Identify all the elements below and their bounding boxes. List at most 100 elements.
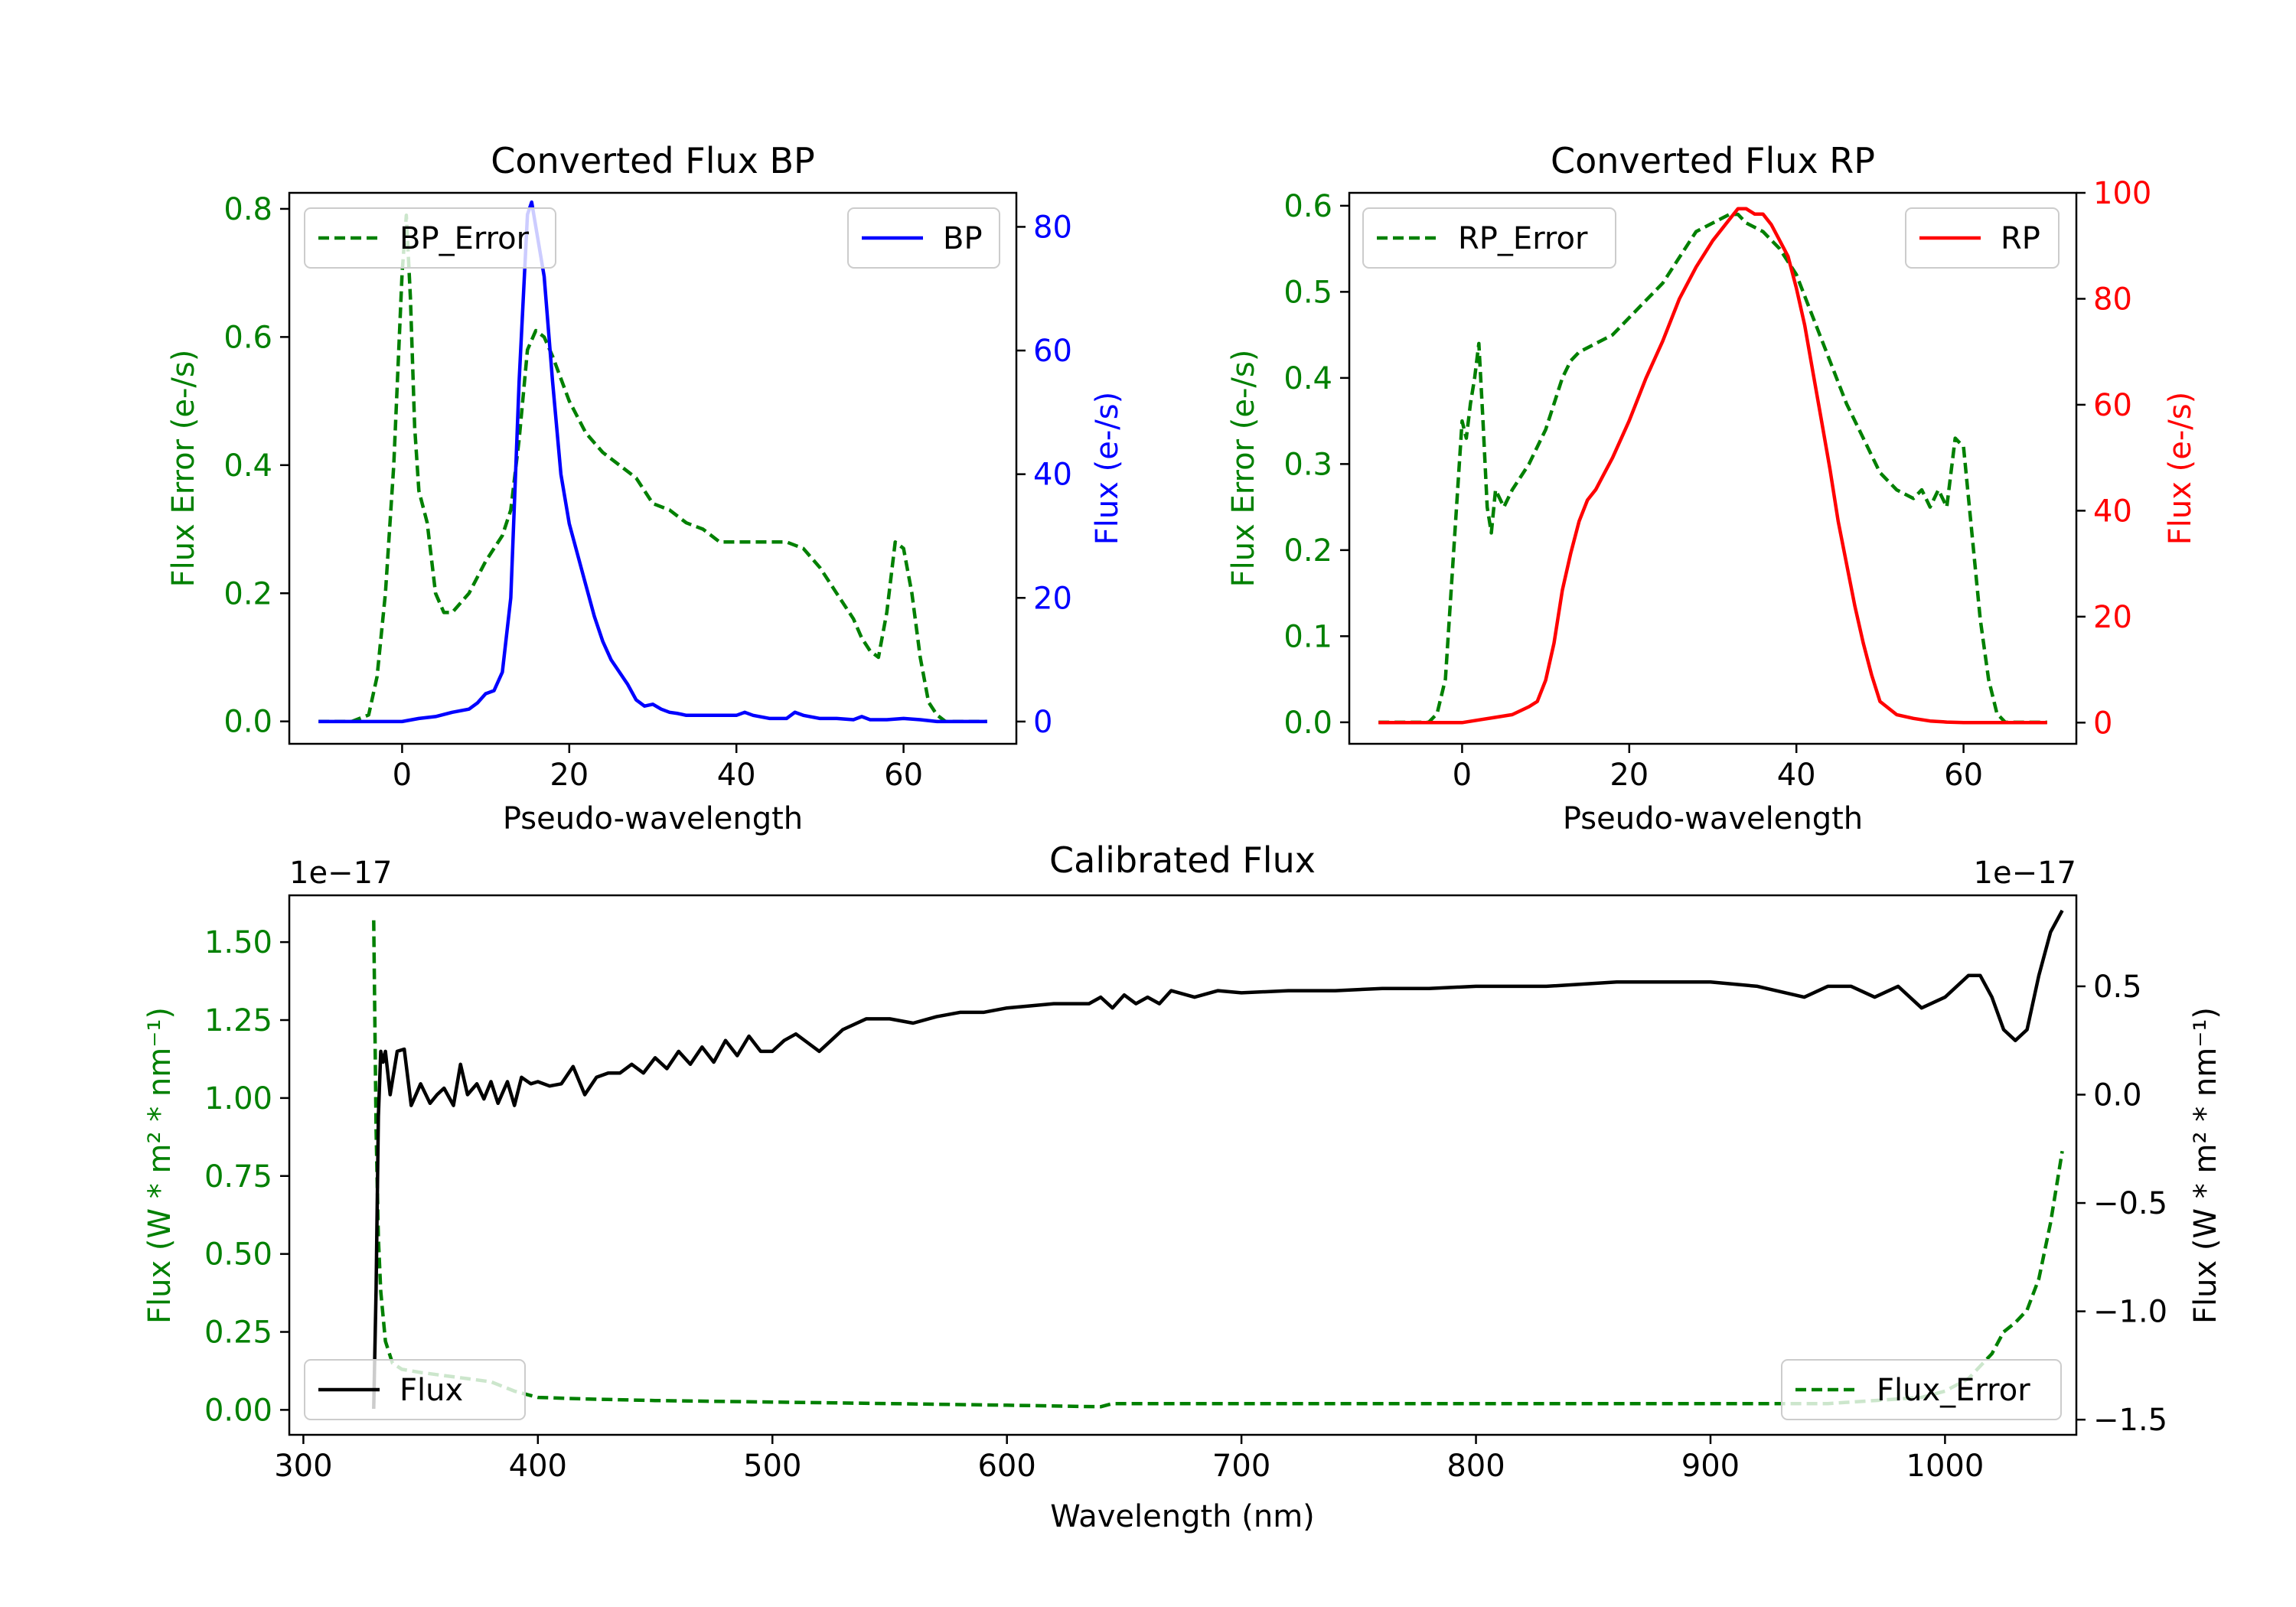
calibrated-ylabel-right: Flux (W * m² * nm⁻¹) [2188, 1007, 2223, 1324]
rp-ylabel-right: Flux (e-/s) [2163, 392, 2198, 545]
rp-ytick-right-label: 80 [2093, 282, 2132, 317]
calibrated-yticks-right: −1.5 −1.0 −0.5 0.0 0.5 [2076, 970, 2167, 1438]
bp-ytick-right-label: 40 [1033, 458, 1072, 493]
bp-series-bp-error [318, 214, 987, 723]
bp-legend-flux-label: BP [943, 221, 983, 256]
bp-ytick-right-label: 0 [1033, 705, 1052, 740]
bp-xticks: 0 20 40 60 [393, 744, 923, 793]
bp-ytick-right-label: 60 [1033, 334, 1072, 369]
bp-legend-error: BP_Error [304, 207, 556, 269]
rp-ytick-right-label: 100 [2093, 176, 2151, 211]
rp-legend-error-label: RP_Error [1458, 221, 1588, 256]
bp-panel: Converted Flux BP Pseudo-wavelength Flux… [166, 140, 1125, 836]
calibrated-title: Calibrated Flux [1049, 839, 1316, 881]
calibrated-ytick-right-label: 0.0 [2093, 1077, 2142, 1113]
bp-ylabel-right: Flux (e-/s) [1090, 392, 1125, 545]
calibrated-xtick-label: 700 [1212, 1449, 1270, 1484]
rp-ytick-right-label: 0 [2093, 706, 2112, 741]
calibrated-xlabel: Wavelength (nm) [1050, 1499, 1315, 1534]
rp-legend-error: RP_Error [1362, 207, 1616, 269]
bp-ytick-left-label: 0.2 [223, 576, 272, 611]
rp-ytick-left-label: 0.1 [1283, 619, 1332, 654]
bp-xtick-label: 60 [884, 758, 923, 793]
rp-ytick-right-label: 60 [2093, 388, 2132, 423]
calibrated-xtick-label: 800 [1446, 1449, 1505, 1484]
calibrated-ytick-left-label: 1.50 [204, 925, 272, 960]
rp-ytick-left-label: 0.0 [1283, 706, 1332, 741]
bp-ytick-left-label: 0.6 [223, 320, 272, 355]
calibrated-series-flux [372, 909, 2064, 1410]
rp-frame [1348, 191, 2078, 745]
rp-ytick-left-label: 0.5 [1283, 275, 1332, 310]
calibrated-ytick-left-label: 1.25 [204, 1003, 272, 1038]
calibrated-legend-error: Flux_Error [1781, 1359, 2062, 1420]
calibrated-ylabel-left: Flux (W * m² * nm⁻¹) [142, 1007, 178, 1324]
calibrated-panel: Calibrated Flux 1e−17 1e−17 Wavelength (… [142, 839, 2223, 1534]
rp-title: Converted Flux RP [1551, 140, 1875, 181]
calibrated-offset-left: 1e−17 [289, 856, 392, 891]
calibrated-ytick-right-label: −0.5 [2093, 1186, 2167, 1221]
rp-series [1378, 207, 2047, 725]
bp-ytick-left-label: 0.4 [223, 448, 272, 484]
bp-xtick-label: 40 [717, 758, 756, 793]
bp-title: Converted Flux BP [491, 140, 815, 181]
rp-ytick-left-label: 0.3 [1283, 447, 1332, 482]
bp-frame [288, 191, 1018, 745]
calibrated-xticks: 300 400 500 600 700 800 900 1000 [274, 1435, 1984, 1484]
bp-xtick-label: 20 [550, 758, 589, 793]
calibrated-xtick-label: 600 [977, 1449, 1035, 1484]
calibrated-ytick-right-label: −1.5 [2093, 1403, 2167, 1438]
rp-xtick-label: 0 [1453, 758, 1472, 793]
rp-ytick-right-label: 20 [2093, 600, 2132, 635]
bp-xtick-label: 0 [393, 758, 412, 793]
calibrated-xtick-label: 500 [743, 1449, 801, 1484]
calibrated-xtick-label: 400 [509, 1449, 567, 1484]
rp-yticks-left: 0.0 0.1 0.2 0.3 0.4 0.5 0.6 [1283, 189, 1349, 741]
rp-ytick-left-label: 0.4 [1283, 361, 1332, 396]
bp-legend-error-label: BP_Error [400, 221, 530, 256]
calibrated-ytick-right-label: −1.0 [2093, 1295, 2167, 1330]
calibrated-xtick-label: 1000 [1906, 1449, 1985, 1484]
calibrated-ytick-right-label: 0.5 [2093, 970, 2142, 1005]
calibrated-frame [288, 894, 2078, 1436]
rp-xtick-label: 60 [1944, 758, 1983, 793]
rp-panel: Converted Flux RP Pseudo-wavelength Flux… [1226, 140, 2198, 836]
bp-ytick-right-label: 20 [1033, 581, 1072, 616]
rp-yticks-right: 0 20 40 60 80 100 [2076, 176, 2151, 741]
calibrated-offset-right: 1e−17 [1974, 856, 2076, 891]
calibrated-yticks-left: 0.00 0.25 0.50 0.75 1.00 1.25 1.50 [204, 925, 289, 1428]
rp-legend-flux: RP [1905, 207, 2060, 269]
rp-series-rp-error [1378, 212, 2047, 725]
bp-yticks-right: 0 20 40 60 80 [1016, 210, 1072, 740]
rp-ytick-left-label: 0.6 [1283, 189, 1332, 224]
bp-ylabel-left: Flux Error (e-/s) [166, 350, 201, 588]
bp-series [318, 200, 987, 724]
calibrated-ytick-left-label: 1.00 [204, 1081, 272, 1116]
bp-yticks-left: 0.0 0.2 0.4 0.6 0.8 [223, 192, 289, 740]
calibrated-ytick-left-label: 0.00 [204, 1393, 272, 1428]
rp-xtick-label: 40 [1777, 758, 1816, 793]
calibrated-ytick-left-label: 0.75 [204, 1159, 272, 1195]
calibrated-ytick-left-label: 0.50 [204, 1237, 272, 1273]
rp-ylabel-left: Flux Error (e-/s) [1226, 350, 1261, 588]
rp-xlabel: Pseudo-wavelength [1563, 801, 1863, 836]
bp-ytick-left-label: 0.8 [223, 192, 272, 227]
bp-series-bp [318, 200, 987, 724]
calibrated-legend-flux: Flux [304, 1359, 526, 1420]
calibrated-xtick-label: 900 [1681, 1449, 1740, 1484]
rp-xtick-label: 20 [1609, 758, 1649, 793]
calibrated-legend-flux-label: Flux [400, 1373, 463, 1408]
rp-ytick-right-label: 40 [2093, 494, 2132, 529]
rp-series-rp [1378, 207, 2047, 725]
rp-ytick-left-label: 0.2 [1283, 533, 1332, 569]
bp-xlabel: Pseudo-wavelength [503, 801, 803, 836]
calibrated-ytick-left-label: 0.25 [204, 1315, 272, 1351]
calibrated-legend-error-label: Flux_Error [1877, 1373, 2030, 1408]
bp-ytick-right-label: 80 [1033, 210, 1072, 245]
bp-legend-flux: BP [847, 207, 1000, 269]
rp-legend-flux-label: RP [2001, 221, 2040, 256]
rp-xticks: 0 20 40 60 [1453, 744, 1983, 793]
calibrated-xtick-label: 300 [274, 1449, 332, 1484]
bp-ytick-left-label: 0.0 [223, 705, 272, 740]
